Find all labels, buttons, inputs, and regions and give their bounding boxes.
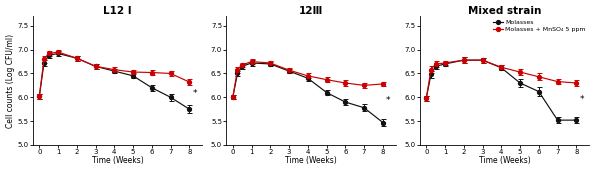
Y-axis label: Cell counts (Log CFU/ml): Cell counts (Log CFU/ml) [5,34,14,128]
Text: *: * [193,89,197,98]
X-axis label: Time (Weeks): Time (Weeks) [479,156,531,166]
Title: 12Ⅲ: 12Ⅲ [299,5,323,16]
Title: L12 Ⅰ: L12 Ⅰ [104,5,132,16]
Title: Mixed strain: Mixed strain [468,5,541,16]
X-axis label: Time (Weeks): Time (Weeks) [285,156,337,166]
Text: *: * [580,95,584,104]
Legend: Molasses, Molasses + MnSO₄ 5 ppm: Molasses, Molasses + MnSO₄ 5 ppm [491,17,588,35]
Text: *: * [386,96,391,105]
X-axis label: Time (Weeks): Time (Weeks) [92,156,143,166]
